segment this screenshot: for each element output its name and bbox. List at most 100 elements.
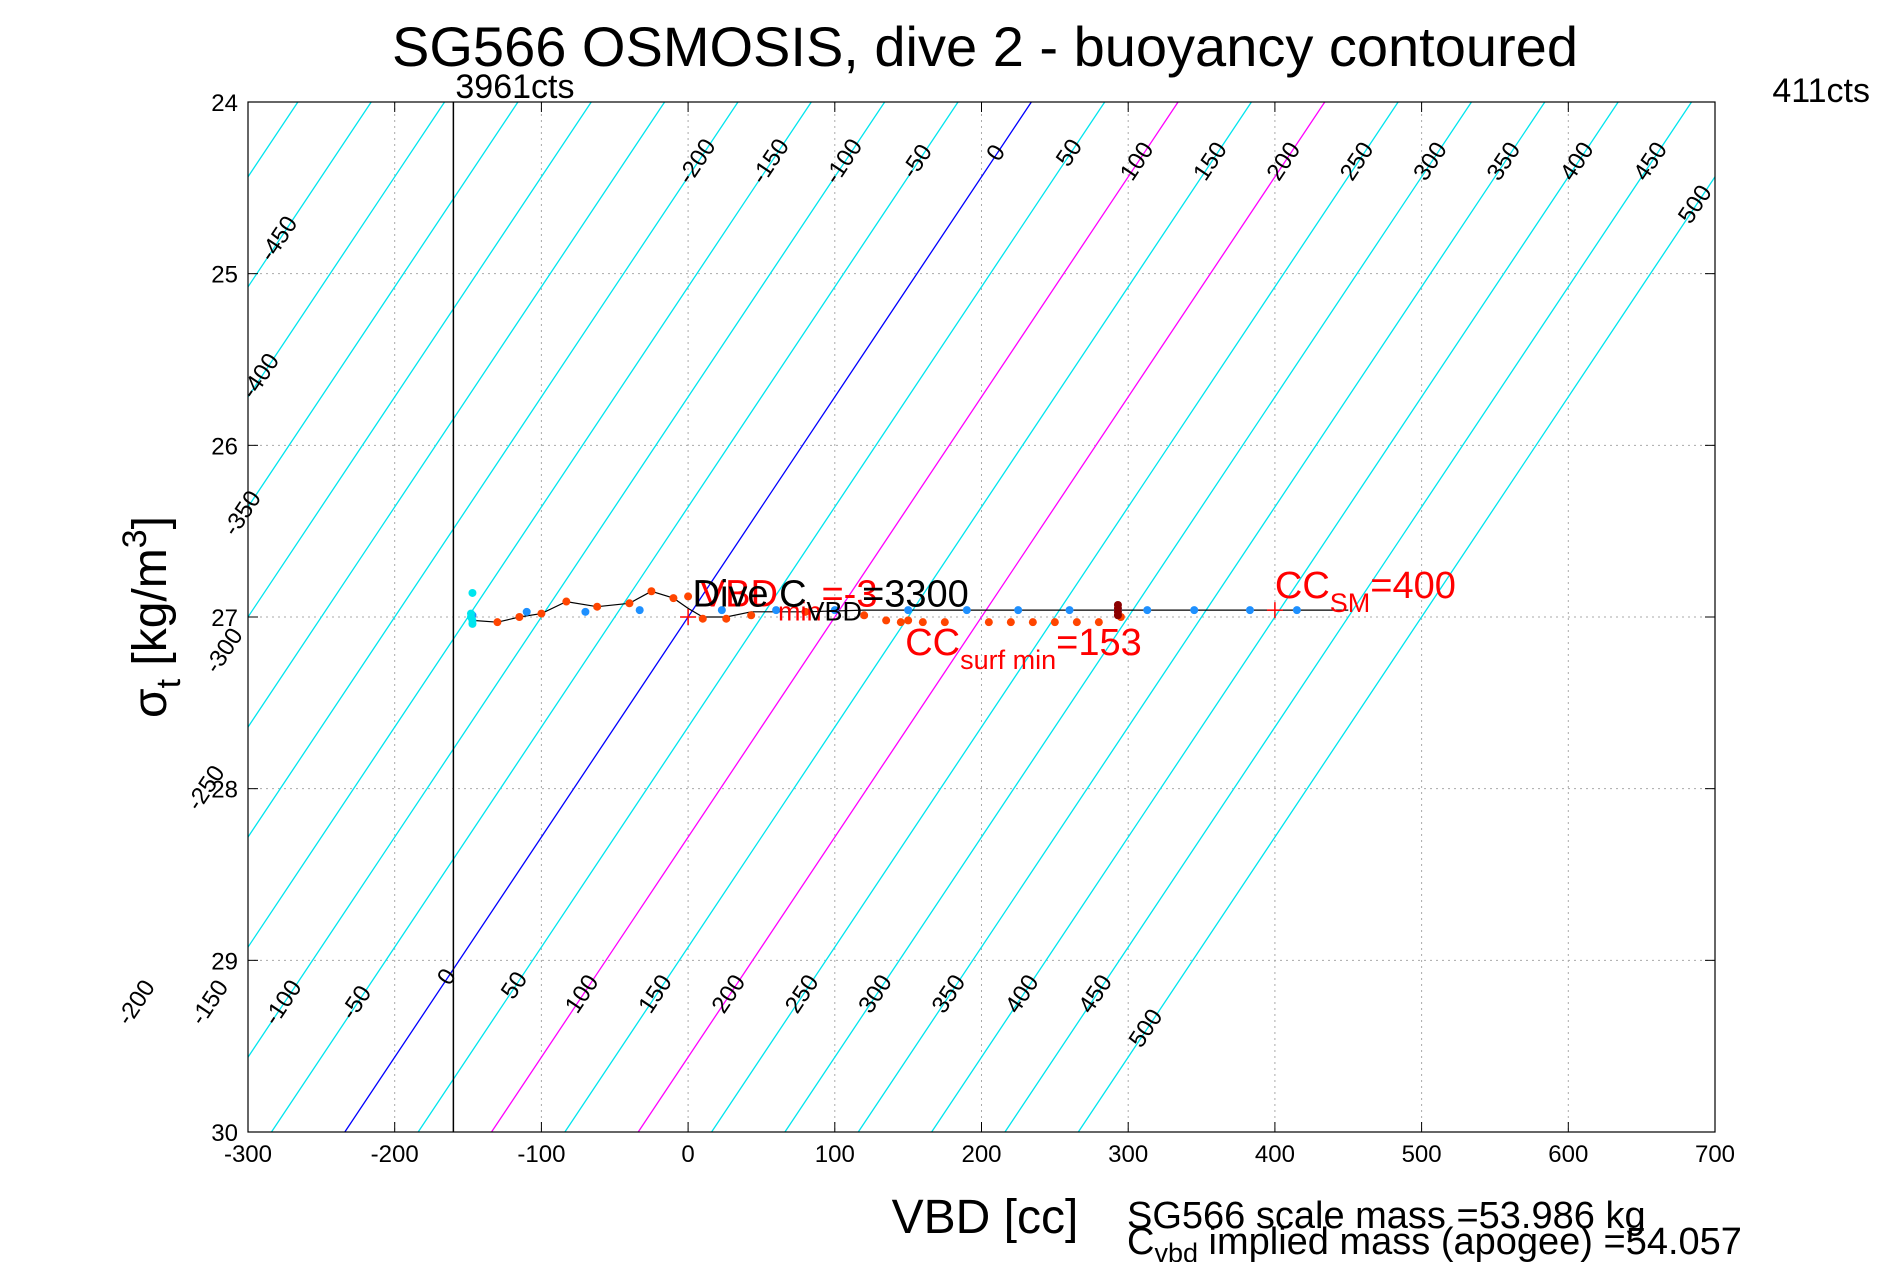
contour-label: -200: [112, 975, 161, 1030]
contour-line: [1004, 102, 1693, 1132]
right-counts-label: 411cts: [1772, 72, 1870, 110]
contour-label: 400: [1555, 137, 1600, 185]
contour-label: 0: [432, 964, 462, 990]
axis-ticks: -300 -200 -100 0 100 200 300 400 500 600 700242526…: [211, 90, 1735, 1168]
data-point: [717, 606, 726, 615]
contour-label: 200: [706, 970, 751, 1018]
footer-scale-mass: SG566 scale mass =53.986 kg: [1127, 1195, 1646, 1237]
dive-trace-line: [472, 590, 1349, 623]
contour-label: 300: [853, 970, 898, 1018]
data-point: [593, 602, 602, 611]
data-point: [918, 618, 927, 627]
x-tick-label: 600: [1548, 1141, 1588, 1168]
contour-label: -150: [746, 134, 795, 189]
annotation-cc-surf: CCsurf min=153: [905, 622, 1142, 675]
x-tick-label: 500: [1402, 1141, 1442, 1168]
y-axis-superscript: 3: [116, 529, 154, 548]
data-point: [1028, 618, 1037, 627]
contour-label: 250: [780, 970, 825, 1018]
contour-line: [857, 102, 1546, 1132]
data-point: [722, 614, 731, 623]
contour-line: [248, 102, 519, 509]
annotation-main: Dive C: [693, 574, 807, 616]
contour-label: 100: [560, 970, 605, 1018]
data-point: [698, 614, 707, 623]
data-point: [468, 588, 477, 597]
footer-implied-text: implied mass (apogee) =54.057: [1198, 1221, 1742, 1262]
data-point: [515, 613, 524, 621]
contour-label: 350: [927, 970, 972, 1018]
data-point: [647, 587, 656, 596]
contour-label: -50: [335, 981, 377, 1025]
contour-line: [490, 102, 1179, 1132]
contour-label: 150: [633, 970, 678, 1018]
contour-line: [248, 102, 446, 399]
annotation-subscript: SM: [1330, 588, 1371, 618]
y-tick-label: 26: [211, 433, 238, 460]
data-point: [904, 616, 913, 625]
data-point: [772, 606, 781, 615]
contour-label: 50: [496, 967, 533, 1004]
y-tick-label: 29: [211, 948, 238, 975]
data-point: [468, 619, 477, 628]
data-point: [669, 594, 678, 603]
contour-label: 300: [1408, 137, 1453, 185]
contour-label: 150: [1188, 137, 1233, 185]
contour-line: [248, 102, 739, 839]
contour-line: [637, 102, 1326, 1132]
contour-line: [248, 102, 666, 729]
annotation-value: =400: [1370, 565, 1456, 607]
data-point: [562, 597, 571, 606]
contour-label: -100: [819, 134, 868, 189]
x-tick-label: -100: [517, 1141, 565, 1168]
data-point: [1190, 606, 1199, 615]
annotation-subscript: min: [778, 597, 822, 627]
annotation-cc-sm: CCSM=400: [1275, 565, 1456, 618]
data-point: [882, 616, 891, 625]
contour-label: -450: [254, 211, 303, 266]
data-point: [581, 607, 590, 616]
y-tick-label: 27: [211, 605, 238, 632]
annotation-main: CC: [905, 622, 960, 664]
data-point: [1006, 618, 1015, 627]
data-point: [984, 618, 993, 627]
data-point: [896, 618, 905, 627]
annotation-subscript: surf min: [960, 645, 1056, 675]
footer-c-subscript: vbd: [1154, 1238, 1198, 1262]
data-point: [1050, 618, 1059, 627]
x-tick-label: 400: [1255, 1141, 1295, 1168]
x-tick-label: 100: [815, 1141, 855, 1168]
footer-implied-mass: Cvbd implied mass (apogee) =54.057: [1127, 1221, 1742, 1262]
data-point: [940, 618, 949, 627]
contour-label: -150: [185, 975, 234, 1030]
chart-title: SG566 OSMOSIS, dive 2 - buoyancy contour…: [392, 15, 1578, 78]
data-point: [1065, 606, 1074, 615]
data-points: [466, 587, 1301, 628]
contour-label: 200: [1261, 137, 1306, 185]
data-point: [830, 606, 839, 615]
data-point: [904, 606, 913, 615]
contour-label: 350: [1481, 137, 1526, 185]
contour-line: [270, 102, 959, 1132]
footer-c-symbol: C: [1127, 1221, 1154, 1262]
x-tick-label: 300: [1108, 1141, 1148, 1168]
annotation-value: =-3: [821, 574, 877, 616]
annotation-main: VBD: [700, 574, 778, 616]
x-tick-label: -300: [224, 1141, 272, 1168]
data-point: [1143, 606, 1152, 615]
annotation-value: =3300: [862, 574, 969, 616]
x-axis-label: VBD [cc]: [892, 1191, 1079, 1244]
contour-label: 100: [1115, 137, 1160, 185]
contour-label: -200: [672, 134, 721, 189]
x-tick-label: 700: [1695, 1141, 1735, 1168]
contour-label: 500: [1124, 1004, 1169, 1052]
y-axis-symbol: σ: [124, 688, 177, 718]
contour-line: [711, 102, 1399, 1132]
contour-label: 50: [1051, 134, 1088, 171]
y-tick-label: 30: [211, 1120, 238, 1147]
contour-label: -50: [896, 140, 938, 184]
data-point: [860, 611, 869, 620]
contour-label: -350: [218, 486, 267, 541]
